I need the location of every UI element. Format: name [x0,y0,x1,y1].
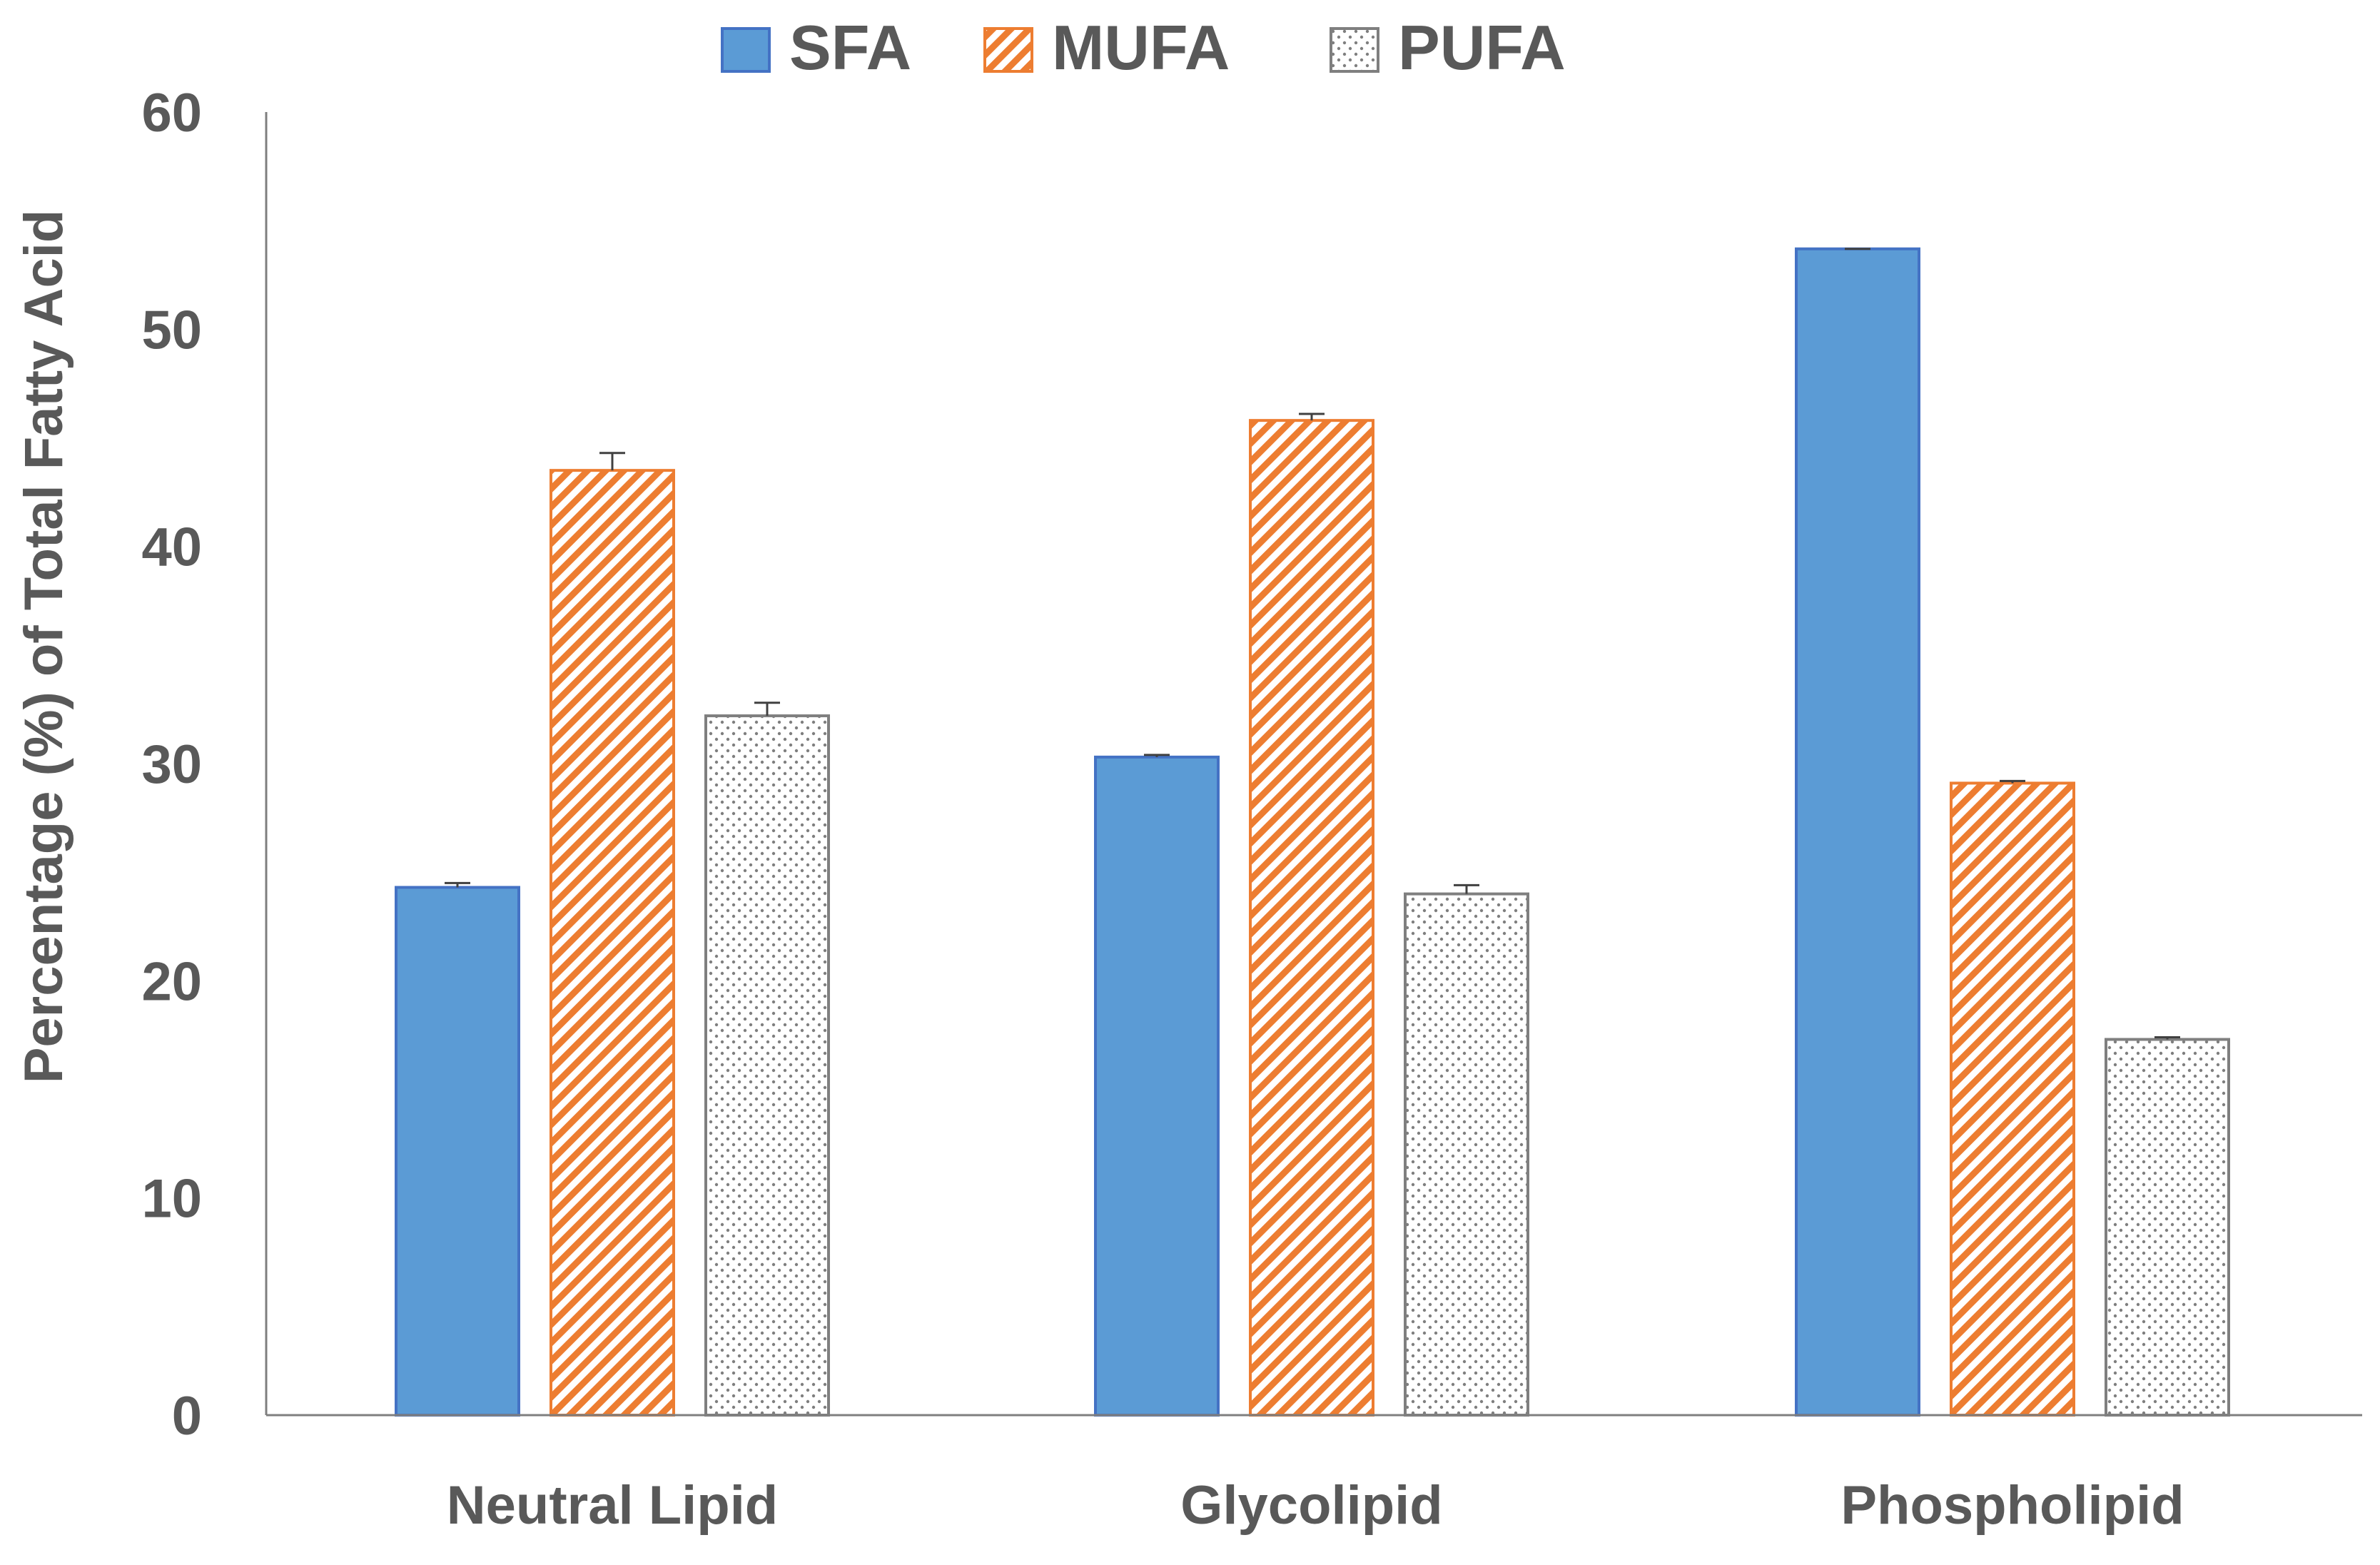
y-axis: 0 10 20 30 40 50 60 [141,83,268,1447]
y-tick-label: 10 [141,1169,202,1230]
y-tick-label: 40 [141,517,202,578]
x-tick-label: Phospholipid [1840,1475,2184,1536]
legend-label: SFA [789,12,911,83]
legend-label: MUFA [1052,12,1230,83]
bar-sfa [395,886,520,1417]
legend-swatch [983,27,1033,73]
plot-area [395,247,2230,1417]
series-pufa [704,702,2230,1417]
x-axis: Neutral Lipid Glycolipid Phospholipid [266,1414,2362,1536]
y-tick-label: 0 [172,1386,202,1447]
legend-swatch [721,27,771,73]
legend: SFA MUFA PUFA [721,12,1566,83]
x-tick-label: Neutral Lipid [447,1475,778,1536]
legend-label: PUFA [1398,12,1566,83]
bar-mufa [1950,781,2075,1417]
y-axis-title: Percentage (%) of Total Fatty Acid [14,210,74,1084]
y-tick-label: 30 [141,734,202,795]
bar-mufa [1249,419,1374,1417]
x-tick-label: Glycolipid [1180,1475,1442,1536]
legend-swatch [1330,27,1379,73]
bar-sfa [1094,755,1220,1417]
series-sfa [395,247,1920,1417]
legend-item-mufa: MUFA [983,12,1230,83]
bar-mufa [550,469,675,1417]
legend-item-sfa: SFA [721,12,911,83]
bar-pufa [1404,892,1529,1417]
y-tick-label: 20 [141,951,202,1012]
y-tick-label: 60 [141,83,202,143]
y-tick-label: 50 [141,300,202,360]
bar-pufa [704,714,830,1417]
bar-pufa [2105,1038,2230,1417]
legend-item-pufa: PUFA [1330,12,1566,83]
bar-sfa [1795,247,1920,1417]
series-mufa [550,412,2075,1417]
